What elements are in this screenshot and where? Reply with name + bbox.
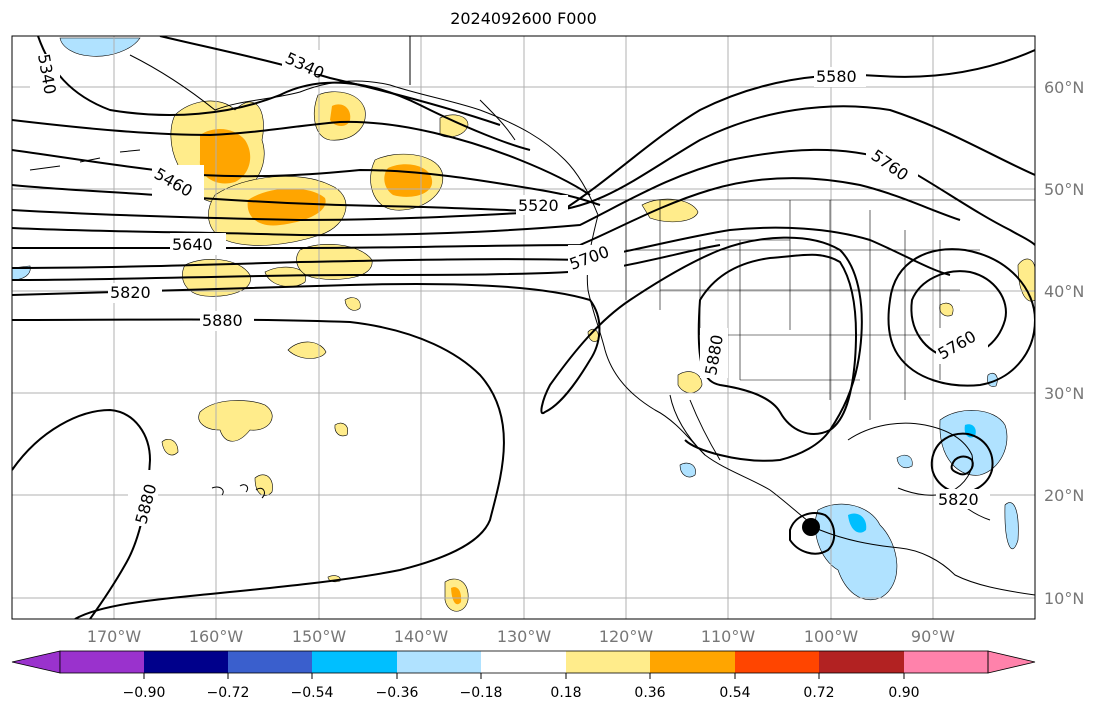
colorbar-tick-label: 0.54 bbox=[719, 685, 750, 701]
colorbar-tick-label: 0.72 bbox=[803, 685, 834, 701]
lat-label: 20°N bbox=[1044, 486, 1084, 505]
colorbar-tick-label: −0.36 bbox=[376, 685, 419, 701]
colorbar-tick-label: −0.90 bbox=[123, 685, 166, 701]
contour-5880-m bbox=[697, 253, 858, 435]
lon-label: 130°W bbox=[497, 627, 552, 646]
contour-label: 5640 bbox=[172, 235, 213, 254]
contour-5520 bbox=[12, 105, 1035, 222]
colorbar-tick-label: 0.18 bbox=[550, 685, 581, 701]
longitude-labels: 170°W 160°W 150°W 140°W 130°W 120°W 110°… bbox=[87, 627, 955, 646]
lat-label: 50°N bbox=[1044, 180, 1084, 199]
colorbar-segment bbox=[904, 651, 988, 673]
colorbar-arrow-min bbox=[11, 650, 61, 674]
contour-5340-n bbox=[159, 36, 501, 126]
contour-label: 5820 bbox=[938, 490, 979, 509]
lat-label: 40°N bbox=[1044, 282, 1084, 301]
state-borders bbox=[598, 199, 1035, 420]
lon-label: 90°W bbox=[911, 627, 955, 646]
contour-5340 bbox=[37, 36, 531, 151]
contour-5880-w bbox=[12, 408, 152, 619]
cyclone-center-marker bbox=[802, 518, 820, 536]
map-frame bbox=[11, 35, 1036, 620]
latitude-labels: 60°N 50°N 40°N 30°N 20°N 10°N bbox=[1044, 78, 1084, 608]
colorbar-segment bbox=[312, 651, 397, 673]
contour-labels: 5340 5340 5460 5520 5580 5640 5700 5760 … bbox=[30, 48, 990, 526]
lon-label: 120°W bbox=[599, 627, 654, 646]
lat-label: 10°N bbox=[1044, 589, 1084, 608]
contour-label: 5520 bbox=[518, 196, 559, 215]
colorbar-segment bbox=[144, 651, 228, 673]
contour-5880 bbox=[12, 318, 505, 619]
contour-5820 bbox=[12, 236, 863, 462]
colorbar: −0.90 −0.72 −0.54 −0.36 −0.18 0.18 0.36 … bbox=[11, 650, 1036, 701]
contour-label: 5580 bbox=[816, 67, 857, 86]
colorbar-tick-label: 0.36 bbox=[634, 685, 665, 701]
colorbar-tick-label: −0.18 bbox=[460, 685, 503, 701]
lon-label: 170°W bbox=[87, 627, 142, 646]
colorbar-tick-label: −0.54 bbox=[291, 685, 334, 701]
lon-label: 160°W bbox=[189, 627, 244, 646]
lon-label: 110°W bbox=[701, 627, 756, 646]
map-title: 2024092600 F000 bbox=[450, 9, 597, 28]
map-area: 5340 5340 5460 5520 5580 5640 5700 5760 … bbox=[12, 36, 1035, 619]
colorbar-arrow-max bbox=[987, 650, 1036, 674]
colorbar-tick-label: −0.72 bbox=[207, 685, 250, 701]
lon-label: 100°W bbox=[804, 627, 859, 646]
colorbar-segment bbox=[228, 651, 312, 673]
colorbar-tick-label: 0.90 bbox=[888, 685, 919, 701]
colorbar-segment bbox=[819, 651, 904, 673]
colorbar-segment bbox=[481, 651, 566, 673]
lat-label: 30°N bbox=[1044, 384, 1084, 403]
contour-5760-low bbox=[910, 270, 1007, 360]
colorbar-segment bbox=[566, 651, 650, 673]
colorbar-segment bbox=[397, 651, 481, 673]
contour-5700 bbox=[12, 244, 721, 281]
colorbar-segment bbox=[650, 651, 735, 673]
lon-label: 150°W bbox=[292, 627, 347, 646]
lat-label: 60°N bbox=[1044, 78, 1084, 97]
contour-label: 5820 bbox=[110, 283, 151, 302]
colorbar-segment bbox=[735, 651, 819, 673]
colorbar-segment bbox=[60, 651, 144, 673]
contour-label: 5880 bbox=[202, 311, 243, 330]
lon-label: 140°W bbox=[394, 627, 449, 646]
